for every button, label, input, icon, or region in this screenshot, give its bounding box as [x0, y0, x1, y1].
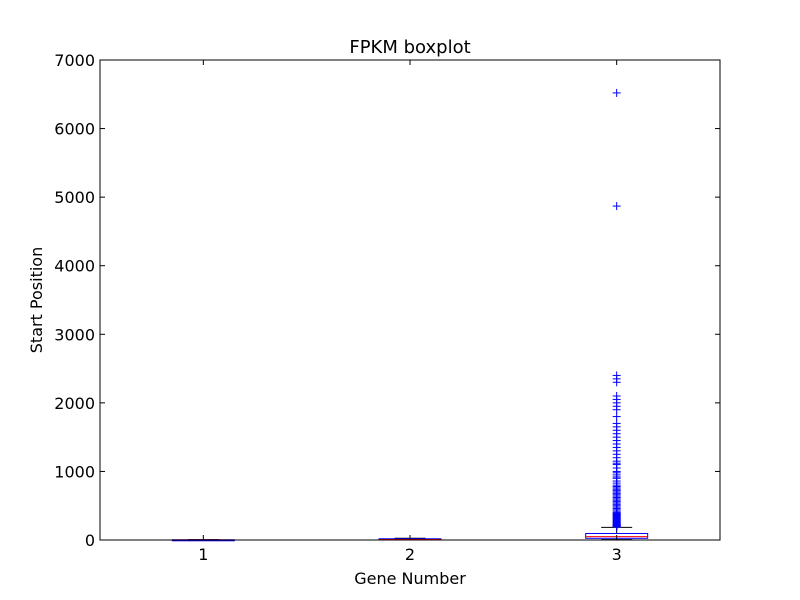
y-tick-label: 2000 [54, 394, 95, 413]
x-axis-label: Gene Number [354, 569, 466, 588]
y-axis-label: Start Position [27, 247, 46, 353]
y-tick-label: 4000 [54, 257, 95, 276]
x-tick-label: 2 [405, 545, 415, 564]
y-tick-label: 3000 [54, 325, 95, 344]
x-tick-label: 3 [612, 545, 622, 564]
y-axis: 0 1000 2000 3000 4000 5000 6000 7000 [54, 51, 720, 550]
chart-title: FPKM boxplot [349, 37, 470, 58]
x-axis: 1 2 3 [198, 60, 622, 564]
y-tick-label: 0 [85, 531, 95, 550]
y-tick-label: 6000 [54, 120, 95, 139]
y-tick-label: 7000 [54, 51, 95, 70]
box-group-3 [585, 88, 649, 541]
y-tick-label: 5000 [54, 188, 95, 207]
x-tick-label: 1 [198, 545, 208, 564]
y-tick-label: 1000 [54, 462, 95, 481]
